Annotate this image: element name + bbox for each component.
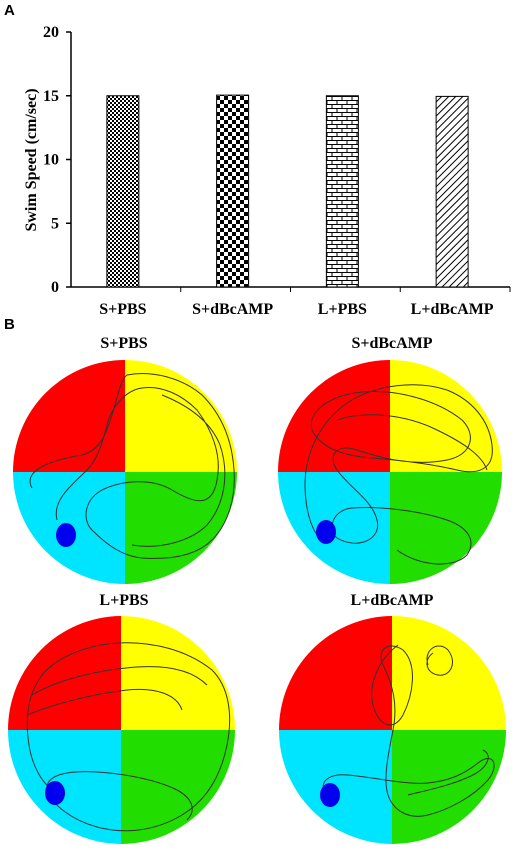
panel-label-a: A xyxy=(4,2,15,19)
y-axis: 0 5 10 15 20 xyxy=(43,24,72,296)
category-label: L+dBcAMP xyxy=(411,301,494,318)
category-label: L+PBS xyxy=(318,301,367,318)
quadrant-ne xyxy=(125,360,237,472)
maze-l-pbs xyxy=(8,616,235,844)
maze-s-dbcamp xyxy=(278,360,502,584)
swim-path xyxy=(322,644,495,817)
quadrant-nw xyxy=(279,616,392,730)
y-axis-title: Swim Speed (cm/sec) xyxy=(23,88,40,231)
maze-title-l-dbcamp: L+dBcAMP xyxy=(350,592,434,609)
bar-3 xyxy=(435,95,469,288)
quadrant-se xyxy=(390,472,502,584)
maze-title-s-pbs: S+PBS xyxy=(100,335,148,352)
quadrant-ne xyxy=(390,360,502,472)
platform xyxy=(45,781,65,805)
quadrant-nw xyxy=(278,360,390,472)
bar-0 xyxy=(106,95,140,288)
swim-path xyxy=(29,373,235,559)
quadrant-ne xyxy=(392,616,506,730)
quadrant-sw xyxy=(8,730,121,844)
swim-speed-bar-chart: Swim Speed (cm/sec) 0 5 10 15 20 S+PBS S+dBcA… xyxy=(23,24,511,318)
category-label: S+dBcAMP xyxy=(192,301,273,318)
quadrant-nw xyxy=(8,616,121,730)
quadrant-se xyxy=(392,730,506,844)
platform xyxy=(56,523,76,547)
quadrant-se xyxy=(121,730,235,844)
swim-path xyxy=(26,642,231,832)
x-axis xyxy=(71,286,511,292)
bars xyxy=(106,94,469,288)
platform xyxy=(316,520,336,544)
bar-2 xyxy=(325,95,359,288)
quadrant-ne xyxy=(121,616,235,730)
y-tick-label: 0 xyxy=(51,279,59,296)
y-tick-label: 20 xyxy=(43,24,59,41)
bar-1 xyxy=(216,94,250,288)
swim-path xyxy=(304,384,493,565)
maze-title-l-pbs: L+PBS xyxy=(99,592,149,609)
panel-label-b: B xyxy=(4,316,15,333)
quadrant-nw xyxy=(13,360,125,472)
category-label: S+PBS xyxy=(99,301,146,318)
y-tick-label: 15 xyxy=(43,88,59,105)
y-tick-label: 10 xyxy=(43,152,59,169)
quadrant-se xyxy=(125,472,237,584)
category-labels: S+PBS S+dBcAMP L+PBS L+dBcAMP xyxy=(99,301,494,318)
maze-title-s-dbcamp: S+dBcAMP xyxy=(351,335,433,352)
y-tick-label: 5 xyxy=(51,215,59,232)
platform xyxy=(320,783,340,807)
maze-l-dbcamp xyxy=(279,616,506,844)
maze-s-pbs xyxy=(13,360,237,584)
